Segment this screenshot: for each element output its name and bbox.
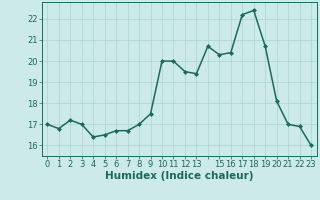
X-axis label: Humidex (Indice chaleur): Humidex (Indice chaleur) [105,171,253,181]
